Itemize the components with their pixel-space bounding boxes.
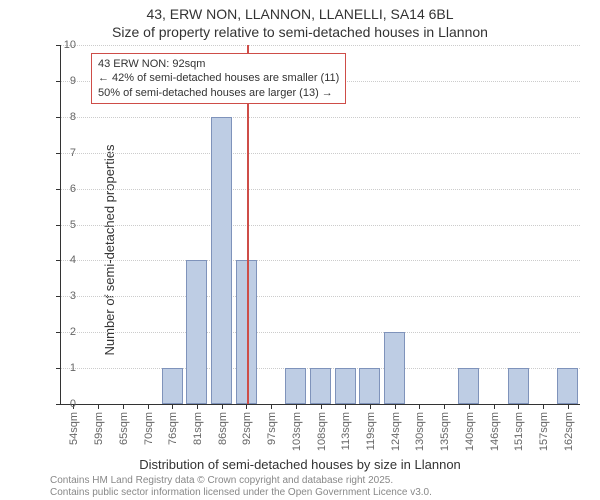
x-tick [123, 404, 124, 409]
x-tick-label: 92sqm [241, 412, 253, 452]
footer-copyright-1: Contains HM Land Registry data © Crown c… [50, 475, 393, 486]
histogram-bar [458, 368, 479, 404]
x-tick-label: 146sqm [489, 412, 501, 452]
histogram-bar [557, 368, 578, 404]
x-tick [395, 404, 396, 409]
grid-line [61, 332, 580, 333]
histogram-bar [211, 117, 232, 404]
x-tick [296, 404, 297, 409]
y-tick-label: 5 [46, 219, 76, 231]
plot-area: 43 ERW NON: 92sqm ← 42% of semi-detached… [60, 45, 580, 405]
y-tick-label: 7 [46, 147, 76, 159]
y-tick-label: 2 [46, 326, 76, 338]
x-tick-label: 97sqm [266, 412, 278, 452]
x-tick-label: 162sqm [563, 412, 575, 452]
x-tick-label: 151sqm [513, 412, 525, 452]
histogram-bar [186, 260, 207, 404]
grid-line [61, 153, 580, 154]
annotation-line2: ← 42% of semi-detached houses are smalle… [98, 71, 339, 85]
grid-line [61, 296, 580, 297]
x-tick [518, 404, 519, 409]
annotation-line3: 50% of semi-detached houses are larger (… [98, 86, 339, 100]
x-tick-label: 119sqm [365, 412, 377, 452]
y-tick-label: 0 [46, 398, 76, 410]
grid-line [61, 260, 580, 261]
histogram-bar [285, 368, 306, 404]
x-tick-label: 54sqm [68, 412, 80, 452]
x-tick-label: 59sqm [93, 412, 105, 452]
x-tick [419, 404, 420, 409]
x-tick [370, 404, 371, 409]
histogram-bar [508, 368, 529, 404]
annotation-box: 43 ERW NON: 92sqm ← 42% of semi-detached… [91, 53, 346, 104]
y-tick-label: 3 [46, 290, 76, 302]
chart-title-line2: Size of property relative to semi-detach… [0, 24, 600, 40]
grid-line [61, 45, 580, 46]
x-tick [98, 404, 99, 409]
histogram-bar [310, 368, 331, 404]
histogram-bar [162, 368, 183, 404]
x-tick-label: 140sqm [464, 412, 476, 452]
x-tick-label: 135sqm [439, 412, 451, 452]
figure: 43, ERW NON, LLANNON, LLANELLI, SA14 6BL… [0, 0, 600, 500]
x-tick-label: 65sqm [118, 412, 130, 452]
x-tick-label: 70sqm [143, 412, 155, 452]
grid-line [61, 225, 580, 226]
x-tick-label: 113sqm [340, 412, 352, 452]
x-tick [246, 404, 247, 409]
x-tick-label: 76sqm [167, 412, 179, 452]
x-tick-label: 157sqm [538, 412, 550, 452]
histogram-bar [384, 332, 405, 404]
x-tick [197, 404, 198, 409]
x-tick-label: 103sqm [291, 412, 303, 452]
x-tick [222, 404, 223, 409]
x-tick [469, 404, 470, 409]
y-tick-label: 6 [46, 183, 76, 195]
footer-copyright-2: Contains public sector information licen… [50, 487, 432, 498]
x-tick [444, 404, 445, 409]
histogram-bar [359, 368, 380, 404]
x-tick-label: 81sqm [192, 412, 204, 452]
y-tick-label: 4 [46, 254, 76, 266]
x-tick [148, 404, 149, 409]
x-tick-label: 130sqm [414, 412, 426, 452]
x-tick [321, 404, 322, 409]
histogram-bar [335, 368, 356, 404]
grid-line [61, 189, 580, 190]
x-tick-label: 108sqm [316, 412, 328, 452]
y-tick-label: 10 [46, 39, 76, 51]
x-axis-label: Distribution of semi-detached houses by … [0, 457, 600, 472]
x-tick-label: 86sqm [217, 412, 229, 452]
x-tick-label: 124sqm [390, 412, 402, 452]
y-tick-label: 8 [46, 111, 76, 123]
y-tick-label: 9 [46, 75, 76, 87]
x-tick [271, 404, 272, 409]
grid-line [61, 117, 580, 118]
x-tick [172, 404, 173, 409]
x-tick [494, 404, 495, 409]
x-tick [543, 404, 544, 409]
x-tick [568, 404, 569, 409]
x-tick [345, 404, 346, 409]
y-tick-label: 1 [46, 362, 76, 374]
chart-title-line1: 43, ERW NON, LLANNON, LLANELLI, SA14 6BL [0, 6, 600, 22]
annotation-line1: 43 ERW NON: 92sqm [98, 57, 339, 71]
